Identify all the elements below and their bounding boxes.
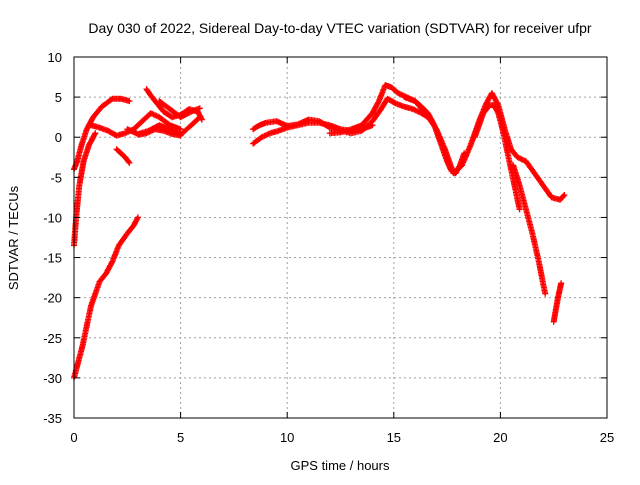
x-tick-label: 15: [387, 430, 401, 445]
x-axis-label: GPS time / hours: [291, 458, 390, 473]
series-arc-9: [156, 98, 203, 121]
y-tick-label: -20: [43, 291, 62, 306]
series-arc-5: [113, 146, 133, 166]
x-tick-label: 25: [600, 430, 614, 445]
y-axis-label: SDTVAR / TECUs: [6, 185, 21, 290]
tick-layer: 0 5 10 15 20 25 10 5 0 -5 -10 -15 -20 -25 -30 -35: [43, 50, 614, 445]
series-arc-15: [510, 162, 549, 297]
data-layer: [71, 82, 568, 381]
plot-frame: [73, 56, 608, 419]
chart-title: Day 030 of 2022, Sidereal Day-to-day VTE…: [88, 20, 592, 36]
y-tick-label: -15: [43, 251, 62, 266]
y-tick-label: -30: [43, 371, 62, 386]
series-arc-14: [471, 102, 523, 213]
y-tick-label: 10: [48, 50, 62, 65]
y-tick-label: -10: [43, 210, 62, 225]
x-tick-label: 10: [280, 430, 294, 445]
series-arc-16: [550, 280, 565, 325]
data-points: [510, 162, 549, 297]
x-tick-label: 5: [177, 430, 184, 445]
y-tick-label: -5: [50, 170, 62, 185]
data-points: [156, 98, 203, 121]
y-tick-label: 0: [55, 130, 62, 145]
x-tick-label: 0: [70, 430, 77, 445]
data-points: [550, 280, 565, 325]
data-points: [471, 102, 523, 213]
y-tick-label: 5: [55, 90, 62, 105]
y-tick-label: -25: [43, 331, 62, 346]
series-arc-8: [135, 126, 184, 139]
data-points: [113, 146, 133, 166]
grid-layer: [74, 57, 607, 418]
x-tick-label: 20: [493, 430, 507, 445]
y-tick-label: -35: [43, 411, 62, 426]
data-points: [135, 126, 184, 139]
